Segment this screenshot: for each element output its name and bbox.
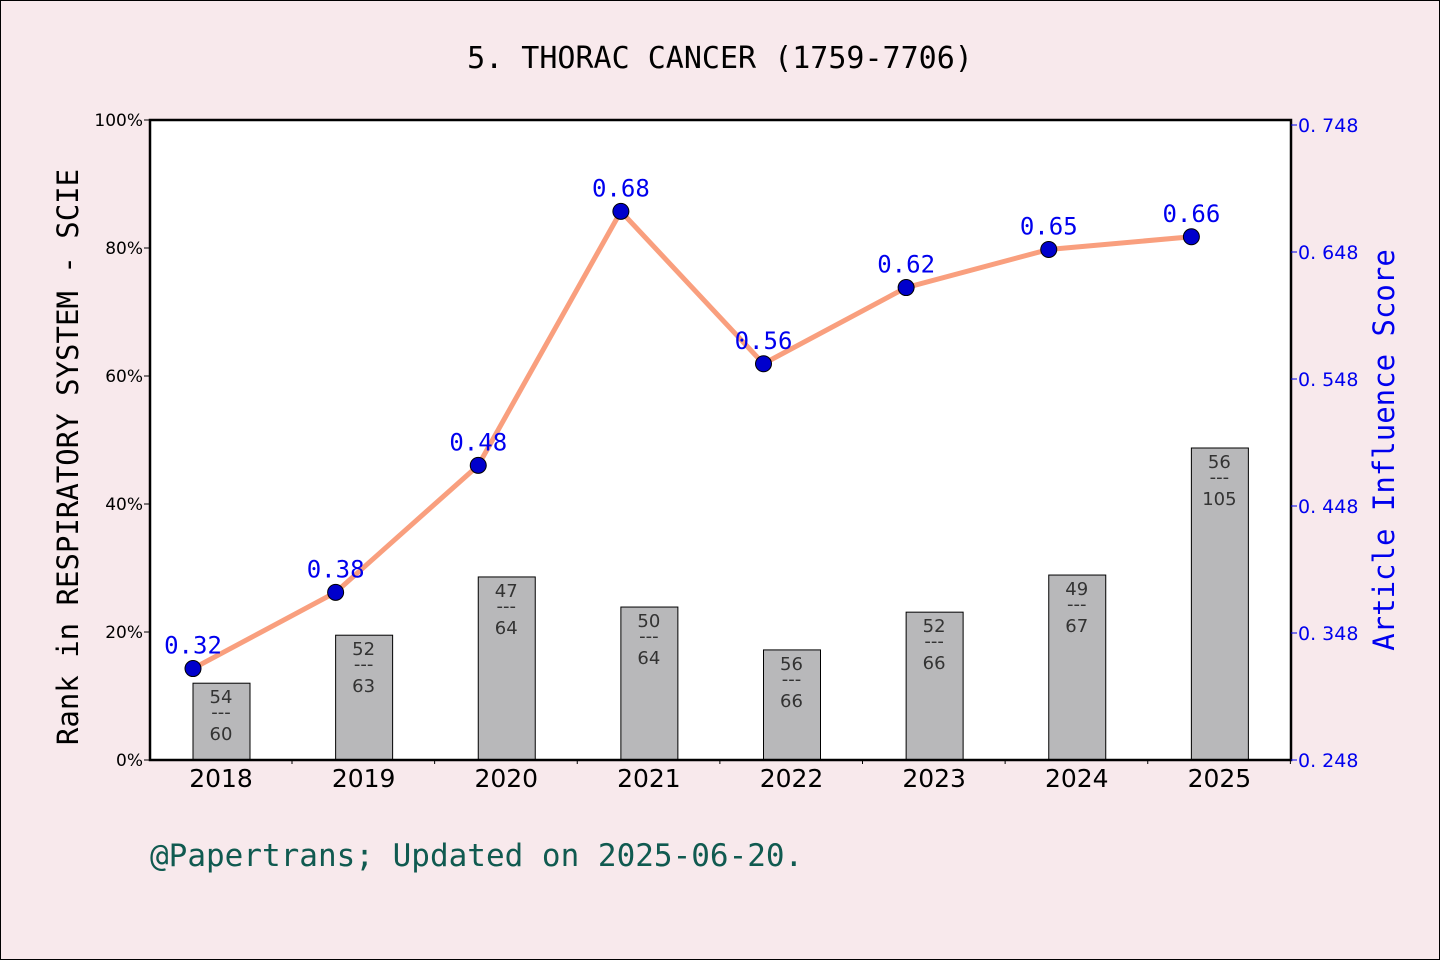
bar-separator: --- — [497, 596, 517, 617]
x-tick-label: 2020 — [474, 764, 538, 793]
x-tick-label: 2023 — [902, 764, 966, 793]
ais-value-label: 0.68 — [592, 174, 650, 202]
ais-point-2024 — [1040, 240, 1058, 258]
ais-point-2019 — [327, 583, 345, 601]
bar-2023 — [905, 611, 964, 761]
bar-separator: --- — [354, 654, 374, 675]
bar-total-label: 105 — [1202, 489, 1236, 510]
footer-note: @Papertrans; Updated on 2025-06-20. — [150, 838, 803, 874]
left-tick-label: 80% — [105, 239, 143, 259]
left-tick-label: 20% — [105, 623, 143, 643]
ais-point-2018 — [184, 660, 202, 678]
ais-value-label: 0.66 — [1162, 200, 1220, 228]
bar-total-label: 60 — [210, 724, 233, 745]
bar-2024 — [1048, 574, 1107, 761]
bar-total-label: 66 — [780, 691, 803, 712]
bar-separator: --- — [1210, 467, 1230, 488]
ais-point-2025 — [1182, 228, 1200, 246]
bar-separator: --- — [782, 669, 802, 690]
left-axis-label: Rank in RESPIRATORY SYSTEM - SCIE — [51, 169, 85, 745]
right-tick-label: 0. 748 — [1298, 115, 1358, 137]
bar-2022 — [763, 649, 821, 761]
right-tick-label: 0. 548 — [1298, 369, 1358, 391]
left-tick-label: 100% — [94, 111, 143, 131]
ais-point-2023 — [897, 279, 915, 297]
x-tick-label: 2022 — [760, 764, 824, 793]
bar-rank-label: 56 — [1208, 452, 1231, 473]
right-tick-label: 0. 648 — [1298, 242, 1358, 264]
ais-value-label: 0.62 — [877, 251, 935, 279]
x-tick-label: 2025 — [1188, 764, 1252, 793]
x-tick-label: 2018 — [189, 764, 253, 793]
x-tick-label: 2024 — [1045, 764, 1109, 793]
bar-total-label: 66 — [923, 653, 946, 674]
ais-value-label: 0.56 — [735, 327, 793, 355]
bar-rank-label: 47 — [495, 581, 518, 602]
bar-2021 — [620, 606, 679, 761]
bar-total-label: 67 — [1065, 616, 1088, 637]
bar-rank-label: 54 — [210, 687, 233, 708]
bar-rank-label: 52 — [923, 616, 946, 637]
left-tick-label: 40% — [105, 495, 143, 515]
bar-separator: --- — [639, 626, 659, 647]
left-tick-label: 0% — [116, 751, 143, 771]
bar-total-label: 64 — [637, 648, 660, 669]
bar-total-label: 64 — [495, 618, 518, 639]
bar-total-label: 63 — [352, 676, 375, 697]
bar-separator: --- — [1067, 594, 1087, 615]
ais-point-2022 — [755, 355, 772, 373]
plot-area — [150, 120, 1291, 760]
x-tick-label: 2019 — [332, 764, 396, 793]
bar-rank-label: 56 — [780, 654, 803, 675]
bar-separator: --- — [211, 702, 231, 723]
right-tick-label: 0. 448 — [1298, 496, 1358, 518]
bar-rank-label: 49 — [1065, 579, 1088, 600]
bar-rank-label: 50 — [637, 611, 660, 632]
right-tick-label: 0. 348 — [1298, 623, 1358, 645]
bar-rank-label: 52 — [352, 639, 375, 660]
x-tick-label: 2021 — [617, 764, 681, 793]
chart-title: 5. THORAC CANCER (1759-7706) — [467, 41, 973, 76]
ais-value-label: 0.48 — [449, 428, 507, 456]
ais-value-label: 0.65 — [1020, 212, 1078, 240]
ais-point-2020 — [469, 456, 487, 474]
left-tick-label: 60% — [105, 367, 143, 387]
ais-line — [191, 207, 1192, 671]
ais-value-label: 0.38 — [307, 555, 365, 583]
bar-2019 — [335, 634, 394, 761]
right-tick-label: 0. 248 — [1298, 750, 1358, 772]
plot-border — [148, 118, 1293, 762]
ais-point-2021 — [612, 202, 630, 220]
ais-value-label: 0.32 — [164, 632, 222, 660]
bar-separator: --- — [924, 631, 944, 652]
bar-2025 — [1190, 447, 1249, 761]
right-axis-label: Article Influence Score — [1367, 249, 1401, 651]
